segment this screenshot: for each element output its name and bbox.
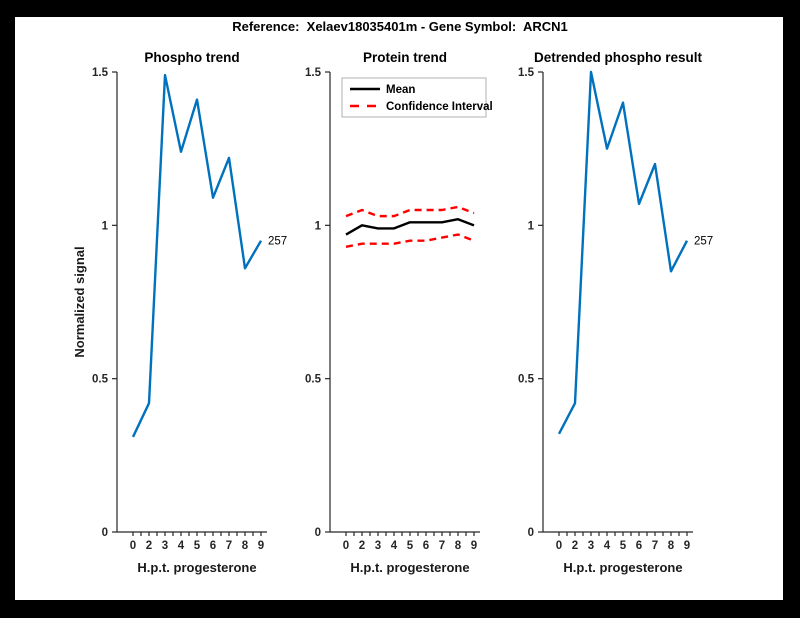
x-tick-label: 9 <box>471 540 477 552</box>
y-tick-label: 0.5 <box>518 374 535 386</box>
x-tick-label: 5 <box>194 540 201 552</box>
y-tick-label: 1.5 <box>518 67 535 79</box>
x-tick-label: 0 <box>130 540 136 552</box>
legend-box <box>341 77 487 118</box>
y-axis-label: Normalized signal <box>72 246 87 357</box>
x-tick-label: 2 <box>146 540 152 552</box>
x-axis-label: H.p.t. progesterone <box>350 560 469 575</box>
figure-title: Reference: Xelaev18035401m - Gene Symbol… <box>232 19 568 34</box>
x-tick-label: 5 <box>407 540 414 552</box>
x-tick-label: 6 <box>423 540 429 552</box>
x-tick-label: 3 <box>375 540 381 552</box>
x-tick-label: 3 <box>588 540 594 552</box>
x-tick-label: 9 <box>258 540 264 552</box>
x-tick-label: 3 <box>162 540 168 552</box>
x-tick-label: 2 <box>359 540 365 552</box>
subplot-title: Protein trend <box>363 50 447 65</box>
y-tick-label: 0 <box>102 527 108 539</box>
x-tick-label: 7 <box>226 540 232 552</box>
x-tick-label: 6 <box>636 540 642 552</box>
series-phospho-signal <box>131 73 263 438</box>
subplot-title: Phospho trend <box>144 50 239 65</box>
x-tick-label: 7 <box>652 540 658 552</box>
y-tick-label: 1.5 <box>92 67 109 79</box>
y-tick-label: 1 <box>315 220 322 232</box>
x-tick-label: 5 <box>620 540 627 552</box>
series-mean <box>345 217 475 236</box>
x-tick-label: 8 <box>455 540 462 552</box>
y-tick-label: 0 <box>528 527 534 539</box>
y-tick-label: 1 <box>528 220 535 232</box>
x-tick-label: 0 <box>343 540 349 552</box>
endpoint-label: 257 <box>268 236 287 248</box>
series-detrended-phospho-signal <box>557 70 689 435</box>
series-confidence-interval-lower <box>345 233 475 248</box>
endpoint-label: 257 <box>694 236 713 248</box>
y-tick-label: 1 <box>102 220 109 232</box>
x-tick-label: 4 <box>604 540 611 552</box>
y-tick-label: 0 <box>315 527 321 539</box>
legend-label-mean: Mean <box>386 84 415 96</box>
x-tick-label: 8 <box>242 540 249 552</box>
x-tick-label: 4 <box>391 540 398 552</box>
x-tick-label: 2 <box>572 540 578 552</box>
x-tick-label: 0 <box>556 540 562 552</box>
series-confidence-interval-upper <box>345 205 475 218</box>
y-tick-label: 0.5 <box>305 374 322 386</box>
x-axis-label: H.p.t. progesterone <box>563 560 682 575</box>
x-tick-label: 7 <box>439 540 445 552</box>
legend-label-confidence-interval: Confidence Interval <box>386 101 493 113</box>
x-tick-label: 6 <box>210 540 216 552</box>
y-tick-label: 0.5 <box>92 374 109 386</box>
x-axis-label: H.p.t. progesterone <box>137 560 256 575</box>
x-tick-label: 9 <box>684 540 690 552</box>
x-tick-label: 8 <box>668 540 675 552</box>
subplot-title: Detrended phospho result <box>534 50 703 65</box>
y-tick-label: 1.5 <box>305 67 322 79</box>
x-tick-label: 4 <box>178 540 185 552</box>
